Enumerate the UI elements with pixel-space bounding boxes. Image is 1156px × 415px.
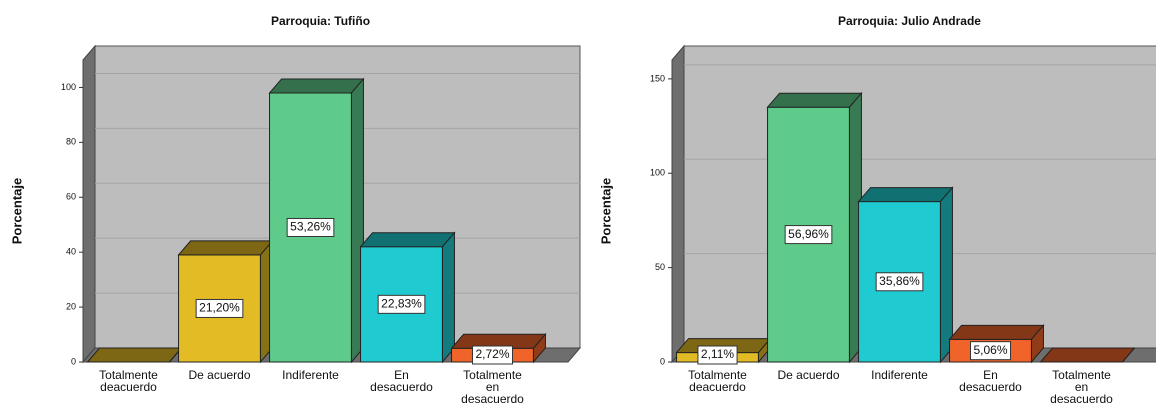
- y-tick-label: 50: [655, 262, 665, 272]
- bar-top: [177, 240, 274, 256]
- bar-label-box: [195, 298, 244, 318]
- y-tick-label: 20: [66, 301, 76, 311]
- side-wall: [82, 44, 96, 364]
- bar-side: [1030, 323, 1044, 364]
- x-tick-label: Totalmente deacuerdo: [99, 368, 158, 394]
- y-axis-label: Porcentaje: [598, 178, 613, 244]
- bar-top: [359, 232, 456, 248]
- bar-side: [532, 332, 546, 364]
- bar-label-box: [377, 294, 426, 314]
- x-tick-label: De acuerdo: [188, 368, 250, 382]
- y-tick-label: 60: [66, 192, 76, 202]
- bar: [948, 323, 1045, 364]
- bar-label: 53,26%: [290, 220, 331, 234]
- bar: [857, 186, 954, 364]
- x-tick-label: Indiferente: [282, 368, 339, 382]
- bar-label: 2,72%: [475, 347, 509, 361]
- bar-side: [939, 186, 953, 364]
- x-tick-label: En desacuerdo: [959, 368, 1022, 394]
- bar-top: [1039, 347, 1136, 363]
- y-tick-label: 40: [66, 247, 76, 257]
- bar-top: [766, 92, 863, 108]
- bar-side: [441, 231, 455, 364]
- y-tick-label: 0: [71, 356, 76, 366]
- bar-top: [268, 78, 365, 94]
- side-wall: [671, 44, 685, 364]
- bar: [675, 337, 772, 365]
- bar-label: 21,20%: [199, 301, 240, 315]
- x-tick-label: De acuerdo: [777, 368, 839, 382]
- bar-label: 35,86%: [879, 274, 920, 288]
- y-tick-label: 100: [61, 82, 76, 92]
- x-tick-label: Indiferente: [871, 368, 928, 382]
- y-tick-label: 150: [650, 73, 665, 83]
- bar: [450, 332, 547, 365]
- bar-label: 22,83%: [381, 297, 422, 311]
- y-tick-label: 80: [66, 137, 76, 147]
- bar: [766, 91, 863, 364]
- bar-label-box: [875, 272, 924, 292]
- y-tick-label: 100: [650, 168, 665, 178]
- bar-label: 2,11%: [701, 347, 734, 361]
- bar: [1039, 347, 1136, 363]
- bar-label: 56,96%: [788, 227, 829, 241]
- x-tick-label: En desacuerdo: [370, 368, 433, 394]
- y-tick-label: 0: [660, 356, 665, 366]
- bar-label: 5,06%: [973, 343, 1007, 357]
- bar-side: [1122, 347, 1135, 363]
- bar-label-box: [784, 225, 833, 245]
- bar: [86, 347, 183, 363]
- chart-title: Parroquia: Julio Andrade: [838, 14, 981, 28]
- bar-label-box: [286, 217, 335, 237]
- x-tick-label: Totalmente en desacuerdo: [461, 368, 524, 406]
- chart-title: Parroquia: Tufiño: [271, 14, 370, 28]
- bar-label-box: [471, 345, 514, 365]
- bar-top: [86, 347, 183, 363]
- bar-top: [948, 324, 1045, 340]
- x-tick-label: Totalmente deacuerdo: [688, 368, 747, 394]
- bar-label-box: [697, 345, 738, 365]
- y-axis-label: Porcentaje: [9, 178, 24, 244]
- bar: [359, 231, 456, 364]
- bar: [177, 239, 274, 364]
- bar-top: [857, 187, 954, 203]
- x-tick-label: Totalmente en desacuerdo: [1050, 368, 1113, 406]
- bar-label-box: [969, 341, 1012, 361]
